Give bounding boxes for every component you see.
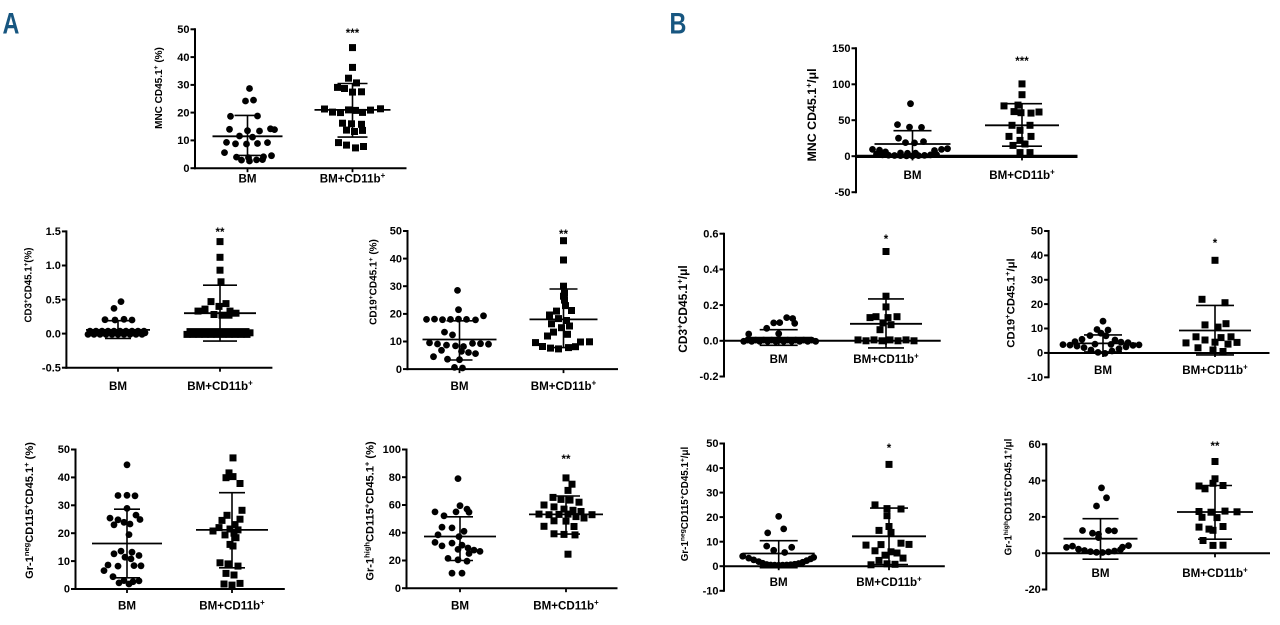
svg-text:50: 50 [706,438,718,450]
svg-text:BM: BM [770,576,788,589]
svg-text:0: 0 [844,151,850,163]
svg-text:60: 60 [389,500,401,512]
svg-text:Gr-1high​CD115+​CD45.1+​ (%): Gr-1high​CD115+​CD45.1+​ (%) [362,441,376,581]
svg-text:Gr-1neg​CD115+​CD45.1+​ (%): Gr-1neg​CD115+​CD45.1+​ (%) [22,442,36,579]
svg-text:CD3+​CD45.1+​(%): CD3+​CD45.1+​(%) [23,247,35,322]
svg-text:BM: BM [903,169,921,182]
svg-text:A: A [3,7,20,40]
svg-text:10: 10 [390,336,402,348]
svg-text:30: 30 [390,281,402,293]
svg-text:0: 0 [1037,348,1043,360]
svg-text:-50: -50 [835,187,851,199]
svg-text:40: 40 [1031,250,1043,262]
svg-text:MNC CD45.1+​/μl: MNC CD45.1+​/μl [803,68,819,161]
svg-text:CD19+​CD45.1+​/μl: CD19+​CD45.1+​/μl [1003,258,1017,347]
svg-text:0.0: 0.0 [703,336,718,348]
svg-text:30: 30 [706,487,718,499]
svg-text:50: 50 [177,24,189,36]
svg-text:10: 10 [58,556,70,568]
svg-text:BM: BM [770,353,788,366]
svg-text:B: B [670,7,687,40]
svg-text:-20: -20 [1025,584,1041,596]
svg-text:40: 40 [58,472,70,484]
svg-text:0: 0 [64,584,70,596]
svg-text:BM: BM [1094,364,1112,377]
svg-text:BM+CD11b+​: BM+CD11b+​ [199,598,265,612]
svg-text:0.4: 0.4 [703,264,719,276]
svg-text:0: 0 [183,163,189,175]
svg-text:1.0: 1.0 [46,260,61,272]
svg-text:BM: BM [109,380,127,393]
svg-text:BM: BM [1091,567,1109,580]
svg-text:-0.5: -0.5 [42,362,61,374]
svg-text:BM+CD11b+​: BM+CD11b+​ [531,379,597,393]
svg-text:BM: BM [238,173,256,186]
svg-text:10: 10 [706,536,718,548]
svg-text:0.2: 0.2 [703,300,718,312]
svg-text:150: 150 [832,43,850,55]
svg-text:Gr-1neg​CD115+​CD45.1+​/μl: Gr-1neg​CD115+​CD45.1+​/μl [679,446,691,561]
svg-text:0: 0 [395,583,401,595]
svg-text:100: 100 [832,79,850,91]
svg-text:CD3+​CD45.1+​/μl: CD3+​CD45.1+​/μl [676,265,691,352]
svg-text:BM+CD11b+​: BM+CD11b+​ [187,379,253,393]
svg-text:0.5: 0.5 [46,294,61,306]
svg-text:0: 0 [712,561,718,573]
svg-text:50: 50 [390,226,402,238]
svg-text:20: 20 [1029,512,1041,524]
svg-text:40: 40 [1029,475,1041,487]
svg-text:40: 40 [706,463,718,475]
svg-text:-10: -10 [1027,372,1043,384]
svg-text:*: * [887,443,892,455]
svg-text:BM: BM [118,600,136,613]
svg-text:100: 100 [383,444,401,456]
svg-text:CD19+​CD45.1+​ (%): CD19+​CD45.1+​ (%) [368,239,380,325]
svg-text:BM+CD11b+​: BM+CD11b+​ [856,575,922,589]
svg-text:-0.2: -0.2 [700,371,719,383]
svg-text:0: 0 [1035,548,1041,560]
svg-text:0.0: 0.0 [46,328,61,340]
svg-text:0.6: 0.6 [703,228,718,240]
svg-text:**: ** [562,454,571,466]
svg-text:BM+CD11b+​: BM+CD11b+​ [989,168,1055,182]
svg-text:20: 20 [389,555,401,567]
svg-text:BM+CD11b+​: BM+CD11b+​ [320,171,386,185]
svg-text:Gr-1high​CD115+​CD45.1+​/μl: Gr-1high​CD115+​CD45.1+​/μl [1003,438,1015,555]
svg-text:0: 0 [396,364,402,376]
svg-text:BM: BM [450,380,468,393]
svg-text:BM+CD11b+​: BM+CD11b+​ [1182,566,1248,580]
svg-text:80: 80 [389,472,401,484]
svg-text:*: * [1213,238,1218,250]
svg-text:-10: -10 [703,586,719,598]
svg-text:BM+CD11b+​: BM+CD11b+​ [533,598,599,612]
svg-text:20: 20 [177,107,189,119]
svg-text:30: 30 [177,80,189,92]
svg-text:40: 40 [389,527,401,539]
svg-text:40: 40 [390,253,402,265]
svg-text:50: 50 [838,115,850,127]
svg-text:BM+CD11b+​: BM+CD11b+​ [1182,363,1248,377]
svg-text:20: 20 [58,528,70,540]
svg-text:50: 50 [58,444,70,456]
svg-text:20: 20 [706,512,718,524]
svg-text:10: 10 [1031,323,1043,335]
svg-text:*: * [884,234,889,246]
svg-text:BM: BM [451,600,469,613]
svg-text:20: 20 [1031,299,1043,311]
svg-text:MNC CD45.1+​ (%): MNC CD45.1+​ (%) [153,47,165,129]
svg-text:30: 30 [58,500,70,512]
svg-text:BM+CD11b+​: BM+CD11b+​ [853,352,919,366]
svg-text:***: *** [346,28,360,40]
svg-text:60: 60 [1029,439,1041,451]
svg-text:**: ** [559,229,568,241]
svg-text:50: 50 [1031,226,1043,238]
svg-text:10: 10 [177,135,189,147]
svg-text:40: 40 [177,52,189,64]
svg-text:20: 20 [390,309,402,321]
svg-text:**: ** [1211,441,1220,453]
svg-text:1.5: 1.5 [46,226,61,238]
svg-text:30: 30 [1031,275,1043,287]
svg-text:**: ** [216,227,225,239]
svg-text:***: *** [1015,56,1029,68]
